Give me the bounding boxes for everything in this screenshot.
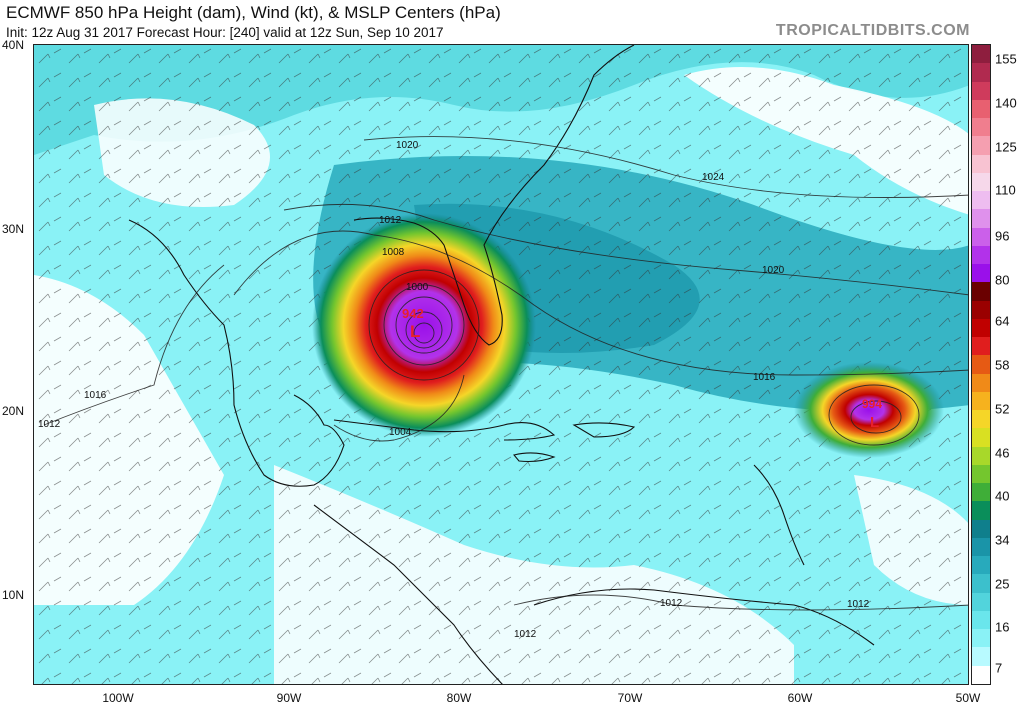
colorbar-segment	[972, 154, 990, 174]
colorbar-label: 80	[995, 272, 1010, 288]
colorbar-segment	[972, 99, 990, 119]
colorbar-segment	[972, 373, 990, 393]
colorbar-label: 140	[995, 95, 1017, 111]
colorbar-label: 96	[995, 228, 1010, 244]
colorbar-label: 40	[995, 488, 1010, 504]
isobar-label: 1020	[762, 265, 785, 276]
colorbar-segment	[972, 483, 990, 502]
storm-markers: 942 L 994 L	[402, 306, 882, 431]
colorbar-segment	[972, 355, 990, 375]
isobar-labels: 1020 1024 1012 1008 1000 1020 1016 1004 …	[38, 140, 870, 640]
isobar-label: 1024	[702, 172, 725, 183]
colorbar-segment	[972, 610, 990, 630]
colorbar-segment	[972, 501, 990, 521]
colorbar-segment	[972, 519, 990, 539]
colorbar-segment	[972, 227, 990, 247]
colorbar-segment	[972, 209, 990, 229]
lon-label: 50W	[955, 691, 981, 705]
lon-label: 80W	[446, 691, 472, 705]
isobar-label: 1012	[38, 419, 61, 430]
lat-label: 20N	[2, 404, 25, 418]
header: ECMWF 850 hPa Height (dam), Wind (kt), &…	[0, 0, 1024, 42]
colorbar-segment	[972, 245, 990, 265]
colorbar-label: 155	[995, 51, 1017, 67]
weather-map: 1020 1024 1012 1008 1000 1020 1016 1004 …	[33, 44, 969, 685]
colorbar-segment	[972, 118, 990, 137]
colorbar-label: 46	[995, 445, 1010, 461]
colorbar-segment	[972, 410, 990, 429]
isobar-label: 1004	[389, 427, 412, 438]
wind-speed-colorbar	[971, 44, 991, 685]
colorbar-segment	[972, 191, 990, 210]
colorbar-segment	[972, 629, 990, 648]
colorbar-segment	[972, 665, 990, 684]
lon-label: 100W	[102, 691, 134, 705]
map-canvas: 1020 1024 1012 1008 1000 1020 1016 1004 …	[34, 45, 968, 684]
lon-label: 70W	[617, 691, 643, 705]
colorbar-segment	[972, 647, 990, 667]
colorbar-segment	[972, 574, 990, 594]
brand-logo-text[interactable]: TROPICALTIDBITS.COM	[775, 22, 970, 39]
lat-label: 10N	[2, 588, 25, 602]
colorbar-segment	[972, 537, 990, 557]
coastlines	[128, 45, 875, 684]
storm-pressure: 994	[862, 397, 882, 411]
isobar-label: 1016	[753, 372, 776, 383]
colorbar-segment	[972, 428, 990, 448]
colorbar-segment	[972, 264, 990, 283]
colorbar-label: 52	[995, 401, 1010, 417]
low-center-icon: L	[870, 414, 879, 431]
colorbar-label: 25	[995, 576, 1010, 592]
colorbar-segment	[972, 592, 990, 612]
colorbar-label: 58	[995, 357, 1010, 373]
colorbar-label: 7	[995, 660, 1003, 676]
colorbar-label: 16	[995, 619, 1010, 635]
lon-label: 90W	[276, 691, 302, 705]
hurricane-jose-wind-field	[794, 362, 944, 458]
isobar-label: 1000	[406, 282, 429, 293]
lat-label: 40N	[2, 38, 25, 52]
lon-label: 60W	[787, 691, 813, 705]
lat-label: 30N	[2, 222, 25, 236]
isobar-label: 1012	[847, 599, 870, 610]
colorbar-segment	[972, 337, 990, 356]
hurricane-irma-wind-field	[312, 213, 536, 437]
colorbar-label: 110	[995, 182, 1016, 198]
colorbar-label: 34	[995, 532, 1010, 548]
colorbar-segment	[972, 81, 990, 101]
isobar-label: 1008	[382, 247, 405, 258]
isobars	[43, 136, 968, 611]
colorbar-segment	[972, 282, 990, 302]
isobar-label: 1012	[379, 215, 402, 226]
isobar-label: 1012	[660, 598, 683, 609]
colorbar-segment	[972, 446, 990, 466]
colorbar-label: 125	[995, 139, 1017, 155]
colorbar-segment	[972, 318, 990, 338]
colorbar-segment	[972, 464, 990, 484]
colorbar-segment	[972, 391, 990, 411]
isobar-label: 1020	[396, 140, 419, 151]
colorbar-segment	[972, 45, 990, 64]
isobar-label: 1012	[514, 629, 537, 640]
map-subtitle: Init: 12z Aug 31 2017 Forecast Hour: [24…	[6, 25, 444, 40]
colorbar-segment	[972, 172, 990, 192]
colorbar-label: 64	[995, 313, 1010, 329]
colorbar-segment	[972, 63, 990, 82]
colorbar-segment	[972, 556, 990, 575]
map-title: ECMWF 850 hPa Height (dam), Wind (kt), &…	[6, 3, 501, 22]
storm-pressure: 942	[402, 306, 424, 321]
low-center-icon: L	[410, 322, 420, 341]
colorbar-segment	[972, 300, 990, 320]
isobar-label: 1016	[84, 390, 107, 401]
colorbar-segment	[972, 136, 990, 156]
